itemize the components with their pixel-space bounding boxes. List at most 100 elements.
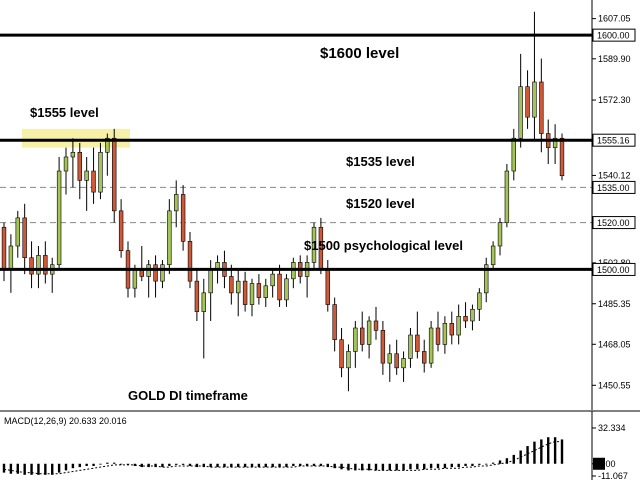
macd-histogram	[2, 437, 564, 475]
macd-bar	[237, 463, 240, 468]
level-tag-box	[592, 216, 636, 230]
level-tag-1535.00: 1535.00	[592, 180, 636, 194]
candle	[428, 320, 434, 368]
candle	[380, 320, 386, 375]
macd-bar	[395, 463, 398, 471]
candle	[401, 351, 406, 382]
candle	[242, 271, 248, 312]
candle	[532, 11, 537, 141]
candle	[408, 328, 413, 368]
macd-bar	[326, 463, 329, 468]
macd-bar	[2, 463, 6, 473]
macd-bar	[216, 463, 219, 468]
macd-current-box	[593, 457, 605, 470]
candle-body	[167, 210, 172, 266]
level-tag-1555.16: 1555.16	[592, 133, 636, 147]
macd-label: MACD(12,26,9) 20.633 20.016	[4, 416, 127, 426]
annotation-1535: $1535 level	[346, 154, 415, 169]
candle	[477, 288, 482, 321]
macd-bar	[436, 463, 440, 469]
macd-bar	[175, 463, 178, 465]
candle-body	[70, 151, 76, 158]
candle	[160, 260, 165, 289]
candle	[353, 320, 358, 368]
level-tag-box	[592, 180, 636, 194]
candle	[518, 53, 523, 148]
candle	[29, 241, 34, 289]
macd-bar	[271, 463, 274, 468]
level-tag-box	[592, 28, 636, 42]
candle-body	[415, 334, 420, 352]
price-tick-label: 1572.30	[598, 95, 631, 105]
macd-bar	[9, 463, 13, 474]
candle	[422, 339, 427, 373]
candle	[373, 306, 379, 340]
candle	[435, 311, 441, 352]
macd-bar	[354, 463, 357, 471]
candle-body	[180, 194, 186, 242]
macd-bar	[471, 463, 474, 466]
candle-body	[112, 137, 117, 212]
candle-body	[132, 269, 138, 289]
candle	[456, 304, 461, 345]
candle	[360, 311, 365, 352]
candle	[112, 128, 117, 223]
dashed-level-lines	[0, 186, 592, 224]
candle	[332, 297, 337, 352]
macd-bar	[560, 439, 564, 464]
candle-body	[504, 170, 510, 223]
macd-bar	[485, 463, 488, 465]
candle-body	[442, 323, 448, 345]
candle	[15, 210, 20, 258]
level-tag-label: 1600.00	[597, 31, 630, 41]
candle-body	[339, 339, 344, 369]
price-tick-label: 1468.05	[598, 339, 631, 349]
candle	[84, 156, 89, 211]
level-tag-label: 1500.00	[597, 265, 630, 275]
candle	[415, 311, 420, 359]
level-tag-box	[592, 262, 636, 276]
macd-bar	[540, 439, 543, 464]
macd-bar	[113, 462, 116, 464]
candle-body	[15, 217, 20, 247]
macd-bar	[30, 463, 33, 475]
candle-body	[56, 170, 62, 266]
candle	[366, 316, 372, 359]
candle	[490, 241, 496, 270]
candle-body	[353, 327, 358, 352]
candle-body	[401, 358, 406, 369]
candle	[539, 58, 544, 153]
macd-bar	[457, 463, 460, 468]
level-tag-box	[592, 133, 636, 147]
candle-body	[332, 304, 337, 341]
candle	[229, 264, 234, 305]
candle-body	[187, 241, 193, 282]
level-tag-label: 1555.16	[597, 136, 630, 146]
candle-body	[428, 327, 434, 364]
candle	[36, 246, 41, 289]
macd-bar	[51, 463, 54, 475]
macd-bar	[278, 463, 281, 468]
macd-bar	[133, 463, 137, 466]
level-tag-1520.00: 1520.00	[592, 216, 636, 230]
macd-bar	[44, 463, 47, 475]
macd-bar	[429, 463, 433, 469]
macd-bar	[119, 463, 123, 465]
macd-tick-label: -11.067	[598, 471, 628, 480]
candle-body	[366, 320, 372, 345]
candle	[56, 156, 62, 270]
macd-bar	[92, 463, 95, 466]
candle	[118, 199, 124, 258]
candle-body	[277, 273, 282, 301]
macd-bar	[37, 463, 40, 475]
candle-body	[422, 351, 427, 364]
candle	[497, 217, 503, 256]
macd-bar	[181, 463, 185, 465]
macd-bar	[147, 463, 150, 468]
macd-bar	[106, 462, 109, 464]
candle-body	[22, 217, 27, 259]
candle	[463, 302, 468, 328]
candle-body	[36, 255, 41, 275]
candle-body	[539, 81, 544, 134]
macd-bar	[526, 446, 529, 464]
